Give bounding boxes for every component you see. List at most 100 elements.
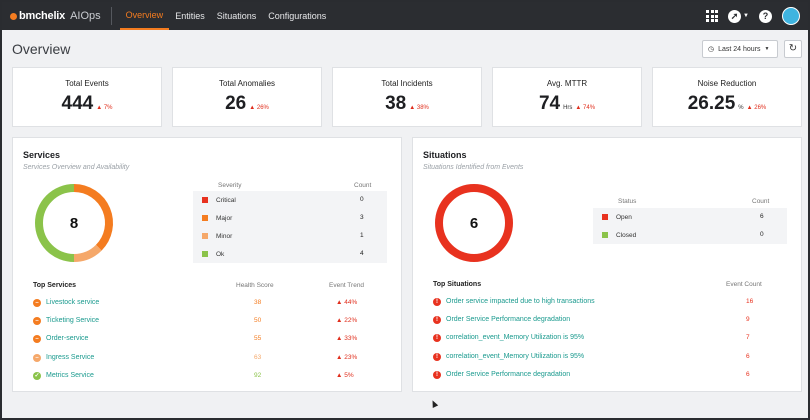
service-link[interactable]: Ingress Service bbox=[46, 353, 95, 361]
kpi-label: Avg. MTTR bbox=[546, 79, 588, 88]
list-title: Top Situations bbox=[433, 281, 482, 288]
health-score: 55 bbox=[254, 335, 262, 343]
status-square-icon bbox=[202, 233, 208, 239]
health-score: 50 bbox=[254, 317, 262, 325]
event-count: 9 bbox=[746, 316, 750, 324]
kpi-delta: ▲ 26% bbox=[746, 105, 767, 111]
situation-link[interactable]: Order service impacted due to high trans… bbox=[446, 298, 595, 305]
kpi-total-anomalies: Total Anomalies 26 ▲ 26% bbox=[172, 67, 322, 127]
kpi-unit: % bbox=[738, 105, 744, 111]
severity-row: Ok bbox=[193, 245, 387, 263]
donut-segment-ok bbox=[35, 184, 75, 262]
service-link[interactable]: Order-service bbox=[46, 335, 89, 343]
donut-segment-major bbox=[73, 184, 113, 251]
situation-link[interactable]: correlation_event_Memory Utilization is … bbox=[446, 334, 585, 342]
alert-icon: ! bbox=[433, 370, 441, 379]
status-major-icon: – bbox=[33, 335, 41, 344]
severity-name: Critical bbox=[216, 196, 236, 204]
severity-name: Open bbox=[616, 213, 632, 221]
main-nav: Overview Entities Situations Configurati… bbox=[119, 2, 333, 30]
severity-count: 6 bbox=[760, 213, 764, 220]
logo[interactable]: bmchelix AIOps bbox=[2, 2, 101, 30]
chevron-down-icon: ▼ bbox=[764, 46, 770, 52]
donut-segment-open bbox=[435, 184, 513, 262]
kpi-value: 444 bbox=[61, 93, 94, 114]
situation-link[interactable]: correlation_event_Memory Utilization is … bbox=[446, 352, 585, 360]
event-trend: ▲ 5% bbox=[336, 371, 354, 379]
donut-total: 8 bbox=[69, 215, 79, 232]
chevron-down-icon[interactable]: ▼ bbox=[743, 13, 749, 19]
refresh-icon: ↻ bbox=[788, 43, 798, 54]
event-count-header: Event Count bbox=[726, 281, 762, 288]
kpi-delta: ▲ 74% bbox=[575, 105, 596, 111]
count-header: Count bbox=[354, 182, 372, 189]
situation-link[interactable]: Order Service Performance degradation bbox=[446, 370, 571, 378]
app-grid-icon[interactable] bbox=[706, 10, 719, 22]
service-link[interactable]: Metrics Service bbox=[46, 371, 94, 379]
status-minor-icon: – bbox=[33, 353, 41, 362]
kpi-delta: ▲ 26% bbox=[249, 105, 269, 111]
situation-link[interactable]: Order Service Performance degradation bbox=[446, 316, 571, 324]
kpi-total-incidents: Total Incidents 38 ▲ 38% bbox=[332, 67, 482, 127]
status-major-icon: – bbox=[33, 317, 41, 326]
compass-icon[interactable]: ➚ bbox=[728, 9, 742, 23]
time-range-select[interactable]: ◷ Last 24 hours ▼ bbox=[702, 40, 778, 58]
service-link[interactable]: Livestock service bbox=[46, 299, 100, 306]
kpi-label: Total Anomalies bbox=[218, 79, 276, 88]
event-count: 6 bbox=[746, 370, 750, 378]
alert-icon: ! bbox=[433, 352, 441, 361]
nav-configurations[interactable]: Configurations bbox=[268, 11, 327, 21]
status-ok-icon: ✓ bbox=[33, 371, 41, 380]
status-square-icon bbox=[202, 251, 208, 257]
status-header: Status bbox=[618, 198, 637, 205]
product-name: AIOps bbox=[70, 10, 101, 22]
help-icon[interactable]: ? bbox=[759, 9, 772, 23]
event-trend: ▲ 23% bbox=[336, 353, 358, 361]
service-link[interactable]: Ticketing Service bbox=[46, 317, 100, 325]
avatar[interactable] bbox=[782, 7, 800, 25]
kpi-value: 38 bbox=[385, 93, 407, 114]
kpi-label: Total Events bbox=[65, 79, 109, 88]
donut-segment-minor bbox=[73, 244, 102, 262]
mouse-cursor-icon bbox=[429, 399, 439, 408]
trend-header: Event Trend bbox=[329, 282, 365, 289]
panel-subtitle: Services Overview and Availability bbox=[23, 164, 130, 171]
time-range-value: Last 24 hours bbox=[718, 45, 761, 53]
panel-title: Situations bbox=[423, 150, 467, 160]
event-trend: ▲ 44% bbox=[336, 299, 358, 306]
severity-count: 4 bbox=[360, 250, 364, 257]
health-score: 63 bbox=[254, 353, 262, 361]
event-count: 16 bbox=[746, 298, 754, 305]
event-trend: ▲ 22% bbox=[336, 317, 358, 325]
kpi-delta: ▲ 38% bbox=[409, 105, 429, 111]
severity-row: Closed bbox=[593, 226, 787, 244]
event-trend: ▲ 33% bbox=[336, 335, 358, 343]
donut-total: 6 bbox=[469, 215, 479, 232]
severity-count: 3 bbox=[360, 214, 364, 221]
alert-icon: ! bbox=[433, 298, 441, 306]
status-square-icon bbox=[202, 215, 208, 221]
list-title: Top Services bbox=[33, 282, 77, 289]
alert-icon: ! bbox=[433, 334, 441, 343]
kpi-total-events: Total Events 444 ▲ 7% bbox=[12, 67, 162, 127]
health-score: 38 bbox=[254, 299, 262, 306]
panel-title: Services bbox=[23, 150, 61, 160]
nav-entities[interactable]: Entities bbox=[175, 11, 205, 21]
clock-icon: ◷ bbox=[708, 46, 715, 53]
severity-count: 0 bbox=[760, 231, 764, 238]
kpi-label: Noise Reduction bbox=[697, 79, 757, 88]
page-title: Overview bbox=[12, 41, 71, 57]
nav-overview[interactable]: Overview bbox=[119, 2, 170, 30]
severity-name: Closed bbox=[616, 231, 637, 239]
severity-row: Minor bbox=[193, 227, 387, 245]
nav-situations[interactable]: Situations bbox=[216, 11, 257, 21]
severity-name: Ok bbox=[216, 250, 225, 258]
severity-row: Open bbox=[593, 208, 787, 226]
status-square-icon bbox=[202, 197, 208, 203]
severity-row: Critical bbox=[193, 191, 387, 209]
services-panel: Services Services Overview and Availabil… bbox=[12, 137, 402, 392]
refresh-button[interactable]: ↻ bbox=[784, 40, 802, 58]
panel-subtitle: Situations Identified from Events bbox=[423, 164, 524, 171]
severity-count: 1 bbox=[360, 232, 364, 239]
